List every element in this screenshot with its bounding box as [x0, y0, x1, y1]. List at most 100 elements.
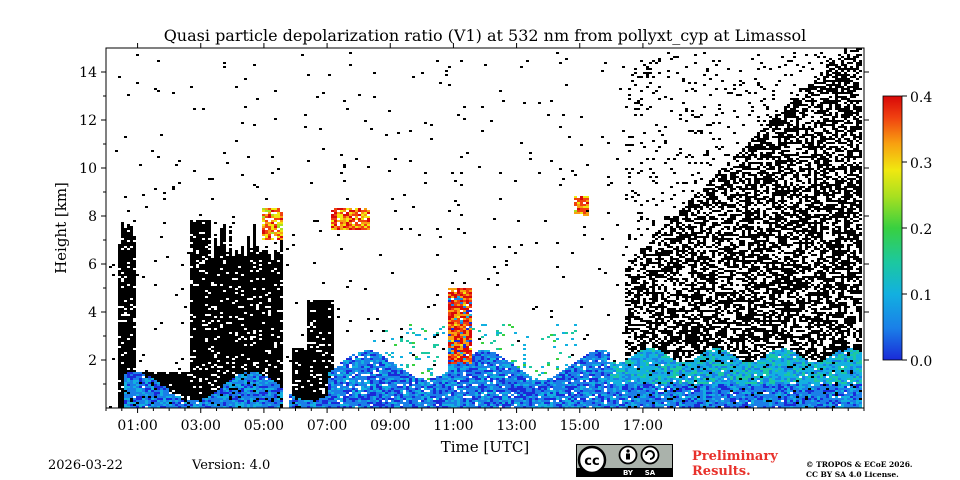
heatmap-cell	[253, 314, 256, 316]
heatmap-cell	[322, 308, 325, 310]
heatmap-cell	[271, 290, 274, 292]
heatmap-cell	[259, 394, 262, 396]
heatmap-cell	[190, 322, 193, 324]
heatmap-cell	[268, 224, 271, 226]
heatmap-cell	[349, 216, 352, 218]
heatmap-cell	[220, 292, 223, 294]
heatmap-cell	[337, 402, 340, 404]
heatmap-cell	[277, 214, 280, 216]
heatmap-cell	[274, 288, 277, 290]
heatmap-cell	[145, 390, 148, 392]
heatmap-cell	[226, 358, 229, 360]
heatmap-cell	[190, 358, 193, 360]
heatmap-cell	[223, 382, 226, 384]
heatmap-cell	[256, 404, 259, 406]
heatmap-cell	[196, 370, 199, 372]
heatmap-cell	[133, 262, 136, 264]
heatmap-cell	[211, 276, 214, 278]
heatmap-cell	[436, 394, 439, 396]
heatmap-cell	[232, 342, 235, 344]
heatmap-cell	[349, 228, 352, 230]
heatmap-cell	[313, 302, 316, 304]
heatmap-cell	[433, 334, 436, 336]
heatmap-cell	[121, 352, 124, 354]
heatmap-cell	[202, 220, 205, 222]
heatmap-cell	[334, 374, 337, 376]
heatmap-cell	[232, 404, 235, 406]
heatmap-cell	[280, 234, 283, 236]
heatmap-cell	[250, 388, 253, 390]
heatmap-cell	[133, 256, 136, 258]
heatmap-cell	[394, 406, 397, 408]
heatmap-cell	[439, 376, 442, 378]
heatmap-cell	[256, 302, 259, 304]
heatmap-cell	[331, 316, 334, 318]
heatmap-cell	[406, 374, 409, 376]
heatmap-cell	[412, 390, 415, 392]
heatmap-cell	[415, 358, 418, 360]
heatmap-cell	[277, 346, 280, 348]
heatmap-cell	[238, 380, 241, 382]
heatmap-cell	[271, 214, 274, 216]
heatmap-cell	[415, 384, 418, 386]
heatmap-cell	[127, 362, 130, 364]
heatmap-cell	[232, 288, 235, 290]
heatmap-cell	[340, 404, 343, 406]
heatmap-cell	[235, 258, 238, 260]
heatmap-cell	[355, 228, 358, 230]
heatmap-cell	[298, 360, 301, 362]
heatmap-cell	[325, 398, 328, 400]
heatmap-cell	[253, 390, 256, 392]
heatmap-cell	[436, 60, 439, 62]
heatmap-cell	[307, 402, 310, 404]
heatmap-cell	[331, 306, 334, 308]
heatmap-cell	[373, 388, 376, 390]
heatmap-cell	[346, 212, 349, 214]
heatmap-cell	[364, 362, 367, 364]
heatmap-cell	[400, 406, 403, 408]
heatmap-cell	[226, 290, 229, 292]
heatmap-cell	[235, 312, 238, 314]
heatmap-cell	[238, 288, 241, 290]
heatmap-cell	[316, 372, 319, 374]
heatmap-cell	[121, 370, 124, 372]
heatmap-cell	[124, 288, 127, 290]
heatmap-cell	[448, 396, 451, 398]
heatmap-cell	[439, 82, 442, 84]
heatmap-cell	[223, 286, 226, 288]
heatmap-cell	[232, 296, 235, 298]
heatmap-cell	[199, 258, 202, 260]
heatmap-cell	[322, 322, 325, 324]
heatmap-cell	[211, 342, 214, 344]
heatmap-cell	[190, 86, 193, 88]
heatmap-cell	[244, 334, 247, 336]
heatmap-cell	[241, 328, 244, 330]
heatmap-cell	[211, 302, 214, 304]
heatmap-cell	[187, 382, 190, 384]
heatmap-cell	[268, 382, 271, 384]
heatmap-cell	[202, 322, 205, 324]
heatmap-cell	[247, 392, 250, 394]
heatmap-cell	[190, 294, 193, 296]
heatmap-cell	[292, 392, 295, 394]
heatmap-cell	[424, 380, 427, 382]
heatmap-cell	[436, 396, 439, 398]
heatmap-cell	[313, 362, 316, 364]
heatmap-cell	[421, 406, 424, 408]
heatmap-cell	[118, 250, 121, 252]
heatmap-cell	[229, 306, 232, 308]
heatmap-cell	[325, 374, 328, 376]
heatmap-cell	[304, 352, 307, 354]
heatmap-cell	[409, 392, 412, 394]
heatmap-cell	[208, 378, 211, 380]
heatmap-cell	[265, 274, 268, 276]
heatmap-cell	[229, 294, 232, 296]
heatmap-cell	[232, 256, 235, 258]
heatmap-cell	[268, 324, 271, 326]
heatmap-cell	[259, 254, 262, 256]
heatmap-cell	[256, 268, 259, 270]
heatmap-cell	[154, 380, 157, 382]
heatmap-cell	[304, 364, 307, 366]
heatmap-cell	[235, 306, 238, 308]
heatmap-cell	[373, 392, 376, 394]
